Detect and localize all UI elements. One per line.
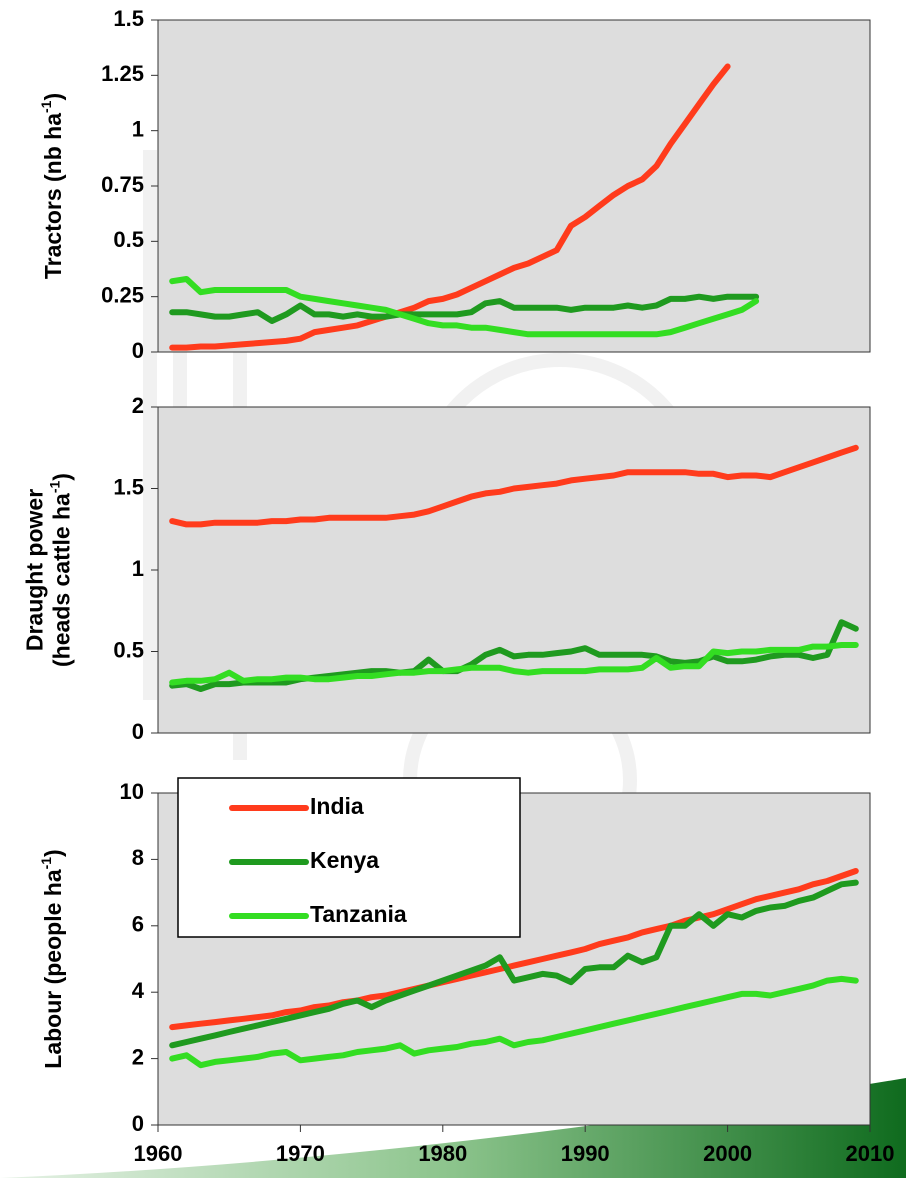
chart: 00.250.50.7511.251.5Tractors (nb ha-1)00…	[0, 0, 906, 1178]
y-axis-label-part: )	[49, 473, 75, 481]
y-tick-label: 1	[132, 116, 144, 141]
y-axis-label: (heads cattle ha-1)	[46, 473, 74, 667]
legend-label: Kenya	[310, 847, 379, 873]
y-tick-label: 10	[120, 779, 144, 804]
y-axis-label-part: )	[40, 93, 66, 101]
y-tick-label: 8	[132, 845, 144, 870]
y-tick-label: 0.75	[101, 172, 144, 197]
y-axis-label: Labour (people ha-1)	[38, 849, 66, 1068]
legend-label: India	[310, 793, 364, 819]
x-tick-label: 2010	[846, 1141, 895, 1166]
y-tick-label: 4	[132, 978, 145, 1003]
y-axis-label-part: (heads cattle ha	[49, 493, 75, 667]
y-tick-label: 0.5	[113, 227, 144, 252]
x-tick-label: 2000	[703, 1141, 752, 1166]
y-tick-label: 1.25	[101, 61, 144, 86]
y-tick-label: 1	[132, 556, 144, 581]
y-tick-label: 0	[132, 1111, 144, 1136]
x-tick-label: 1970	[276, 1141, 325, 1166]
y-tick-label: 0	[132, 719, 144, 744]
x-tick-label: 1990	[561, 1141, 610, 1166]
y-axis-label: Tractors (nb ha-1)	[38, 93, 66, 279]
y-tick-label: 1.5	[113, 474, 144, 499]
y-axis-label-part: Tractors (nb ha	[40, 113, 66, 279]
y-axis-label-part: Labour (people ha	[40, 869, 66, 1069]
legend-label: Tanzania	[310, 901, 407, 927]
y-axis-label-part: )	[40, 849, 66, 857]
y-tick-label: 0.25	[101, 282, 144, 307]
y-axis-label-part: Draught power	[22, 489, 48, 651]
y-tick-label: 6	[132, 912, 144, 937]
y-tick-label: 2	[132, 1044, 144, 1069]
y-tick-label: 0.5	[113, 637, 144, 662]
y-tick-label: 1.5	[113, 6, 144, 31]
plot-area	[158, 20, 870, 352]
x-tick-label: 1960	[134, 1141, 183, 1166]
y-axis-label: Draught power	[22, 489, 48, 651]
y-axis-label-part: -1	[46, 480, 62, 493]
y-axis-label-part: -1	[38, 857, 54, 870]
y-tick-label: 0	[132, 338, 144, 363]
y-tick-label: 2	[132, 393, 144, 418]
x-tick-label: 1980	[418, 1141, 467, 1166]
y-axis-label-part: -1	[38, 100, 54, 113]
